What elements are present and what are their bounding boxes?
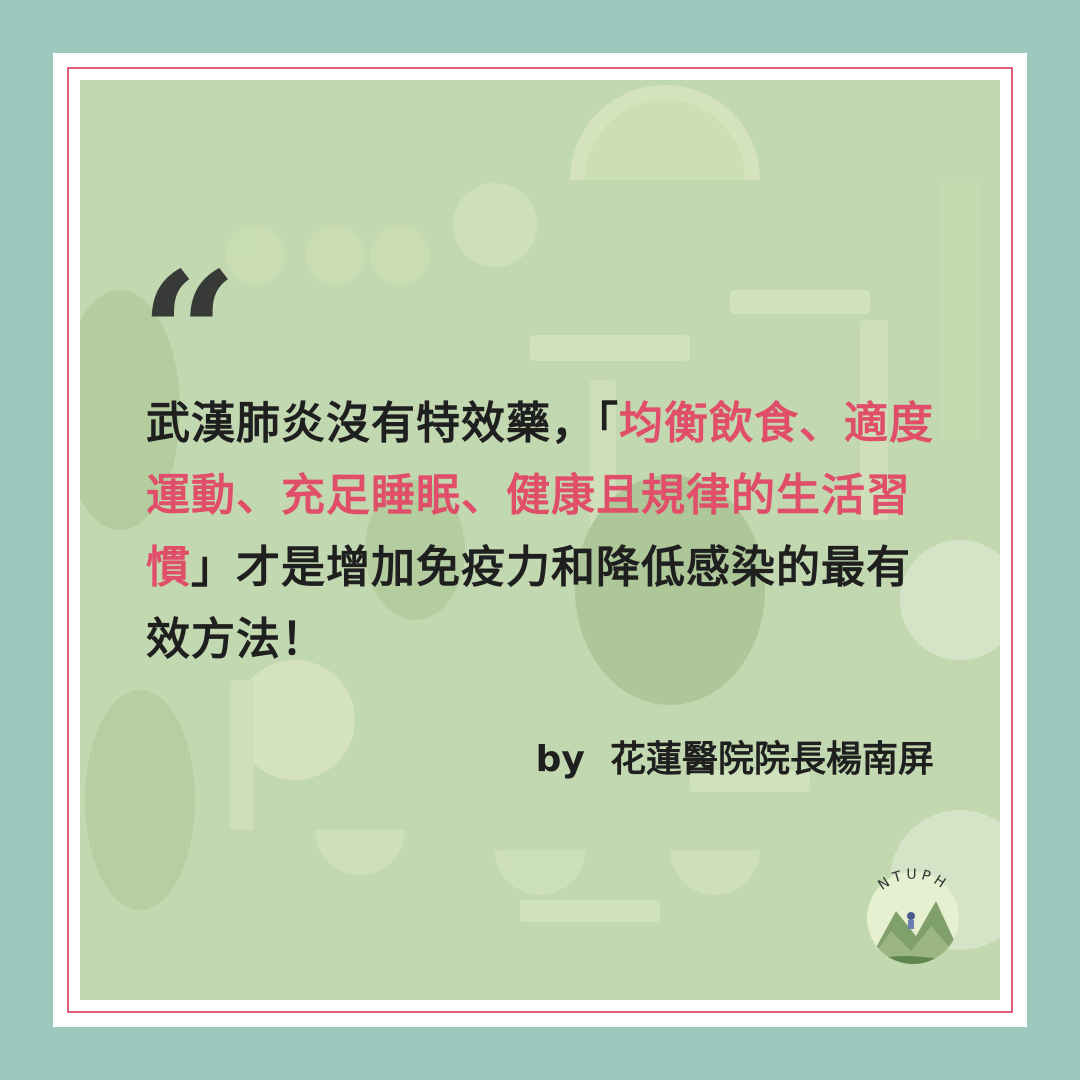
quote-text-conclusion: 」才是增加免疫力和降低感染的最有效方法！ xyxy=(146,542,911,665)
attribution: by 花蓮醫院院長楊南屏 xyxy=(536,730,934,782)
vegetable-pattern xyxy=(80,85,1000,950)
quote-card: “ 武漢肺炎沒有特效藥，「均衡飲食、適度運動、充足睡眠、健康且規律的生活習慣」才… xyxy=(53,53,1027,1027)
quote-mark-icon: “ xyxy=(140,235,238,435)
quote-text-highlight: 均衡飲食、適度運動、充足睡眠、健康且規律的生活習慣 xyxy=(146,398,934,593)
vegetable-background-photo: “ 武漢肺炎沒有特效藥，「均衡飲食、適度運動、充足睡眠、健康且規律的生活習慣」才… xyxy=(80,80,1000,1000)
attribution-name: 花蓮醫院院長楊南屏 xyxy=(609,739,934,780)
ntuph-logo: NTUPH xyxy=(867,867,959,964)
attribution-prefix: by xyxy=(535,739,585,780)
card-inner-border xyxy=(67,67,1013,1013)
quote-text-intro: 武漢肺炎沒有特效藥，「 xyxy=(146,398,619,449)
quote-text: 武漢肺炎沒有特效藥，「均衡飲食、適度運動、充足睡眠、健康且規律的生活習慣」才是增… xyxy=(146,388,946,676)
